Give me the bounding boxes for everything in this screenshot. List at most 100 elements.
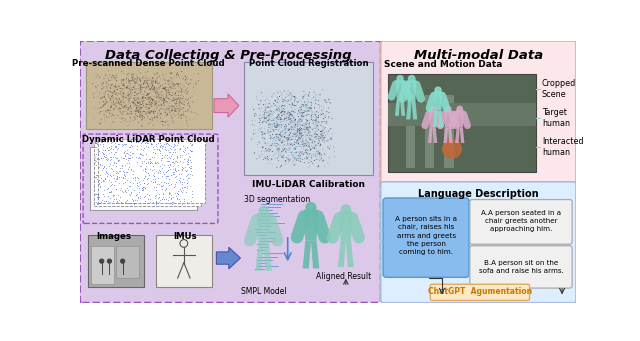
Point <box>116 69 127 74</box>
Point <box>175 101 185 107</box>
Point <box>271 124 282 130</box>
Point <box>138 188 148 193</box>
Point <box>188 99 198 105</box>
Point <box>316 136 326 141</box>
Point <box>289 95 300 100</box>
Point <box>309 126 319 131</box>
Point <box>180 77 191 82</box>
Point <box>283 110 293 115</box>
Point <box>173 140 183 145</box>
Point <box>289 109 299 115</box>
Point <box>105 72 115 78</box>
Point <box>151 91 161 96</box>
Point <box>301 143 312 148</box>
Point <box>163 80 173 86</box>
Point <box>154 94 164 99</box>
Point <box>276 119 287 124</box>
Point <box>140 168 150 174</box>
Point <box>120 174 131 179</box>
Point <box>132 91 142 97</box>
Point <box>301 148 311 153</box>
Point <box>307 133 317 138</box>
Point <box>138 81 148 87</box>
Point <box>132 97 142 102</box>
Point <box>147 155 157 160</box>
Point <box>100 148 110 153</box>
Point <box>283 88 293 94</box>
Point <box>312 121 323 126</box>
Point <box>278 155 289 160</box>
Point <box>326 137 337 142</box>
Point <box>177 167 187 173</box>
Point <box>299 122 309 128</box>
Point <box>143 180 153 186</box>
Point <box>270 103 280 108</box>
Point <box>123 94 133 99</box>
Point <box>149 99 159 105</box>
Point <box>111 81 121 87</box>
Point <box>276 115 286 121</box>
Point <box>143 102 153 107</box>
Point <box>140 198 150 204</box>
Point <box>170 171 180 177</box>
Point <box>294 96 305 101</box>
Point <box>122 169 132 175</box>
Point <box>137 158 147 163</box>
Point <box>145 196 155 201</box>
Point <box>254 106 264 112</box>
Point <box>265 133 275 138</box>
Point <box>292 137 303 143</box>
Point <box>129 197 140 203</box>
Point <box>264 122 275 128</box>
Point <box>144 100 154 105</box>
Point <box>317 104 327 109</box>
Point <box>170 166 180 171</box>
Point <box>130 95 140 101</box>
Point <box>314 154 324 160</box>
Point <box>120 189 131 194</box>
Point <box>177 97 188 102</box>
Point <box>164 118 175 124</box>
Point <box>307 140 317 146</box>
Point <box>262 110 272 116</box>
Point <box>125 104 135 110</box>
Point <box>168 156 178 162</box>
Point <box>302 133 312 138</box>
Point <box>99 116 109 121</box>
Point <box>314 150 324 155</box>
Point <box>136 140 147 146</box>
Point <box>118 176 128 181</box>
Point <box>258 119 268 124</box>
Point <box>120 142 130 147</box>
Point <box>165 162 175 167</box>
Point <box>291 131 301 136</box>
Point <box>299 160 309 165</box>
Point <box>312 132 323 137</box>
Point <box>292 138 302 143</box>
Point <box>113 87 124 92</box>
Point <box>317 137 328 143</box>
Point <box>106 173 116 178</box>
Point <box>168 163 178 169</box>
Point <box>150 101 161 107</box>
Point <box>294 121 305 127</box>
Point <box>306 135 316 140</box>
Point <box>170 107 180 113</box>
Point <box>290 107 300 112</box>
Point <box>131 193 141 198</box>
Point <box>272 104 282 109</box>
Point <box>273 123 284 129</box>
Point <box>307 137 317 143</box>
Point <box>159 88 170 94</box>
Point <box>154 88 164 94</box>
Point <box>151 90 161 95</box>
Point <box>102 156 113 162</box>
Point <box>141 73 151 78</box>
Text: Scene and Motion Data: Scene and Motion Data <box>383 60 502 69</box>
Point <box>270 124 280 130</box>
Point <box>104 173 115 178</box>
Point <box>284 92 294 98</box>
Point <box>99 112 109 118</box>
Point <box>273 115 283 120</box>
FancyBboxPatch shape <box>94 143 201 206</box>
